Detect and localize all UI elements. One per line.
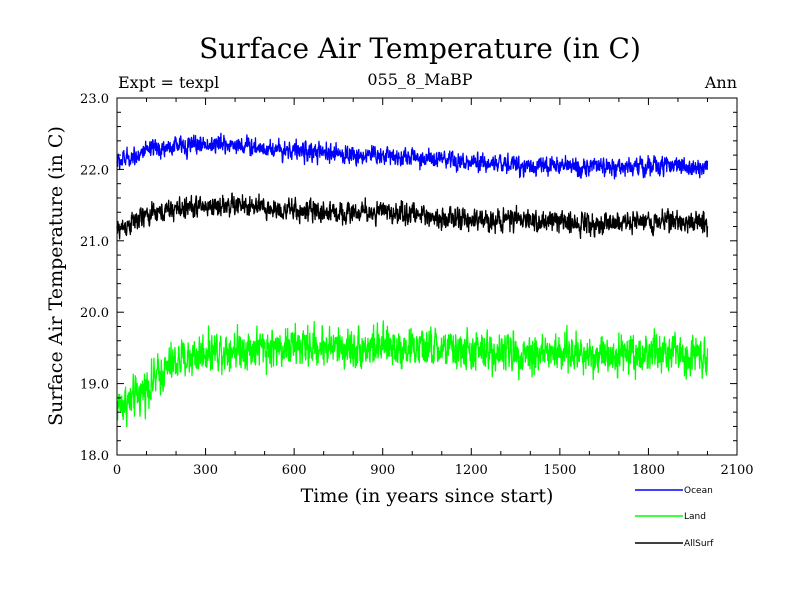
series-line-allsurf (116, 192, 709, 240)
x-tick-label: 900 (370, 463, 395, 478)
series-line-ocean (116, 132, 709, 180)
legend: Ocean Land AllSurf (635, 486, 714, 549)
y-tick-label: 20.0 (80, 306, 109, 321)
x-tick-label: 600 (282, 463, 307, 478)
x-tick-label: 1500 (543, 463, 576, 478)
ticks-layer: 0 300 600 900 1200 1500 1800 2100 18.0 19.0 20.0 21… (80, 92, 754, 478)
chart-subtitle: 055_8_MaBP (367, 70, 472, 89)
y-tick-label: 19.0 (80, 378, 109, 393)
legend-label-land: Land (684, 512, 706, 522)
legend-label-ocean: Ocean (684, 486, 713, 496)
y-tick-label: 18.0 (80, 449, 109, 464)
y-axis-label: Surface Air Temperature (in C) (45, 126, 67, 426)
x-tick-label: 1800 (632, 463, 665, 478)
series-line-land (116, 320, 709, 428)
period-label: Ann (704, 73, 737, 92)
chart-title: Surface Air Temperature (in C) (199, 32, 641, 65)
x-axis-label: Time (in years since start) (301, 485, 554, 507)
experiment-label: Expt = texpl (118, 73, 219, 92)
y-tick-label: 21.0 (80, 235, 109, 250)
x-tick-label: 300 (193, 463, 218, 478)
x-tick-label: 0 (113, 463, 121, 478)
x-tick-label: 1200 (455, 463, 488, 478)
plot-frame (116, 97, 738, 456)
y-tick-label: 23.0 (80, 92, 109, 107)
x-tick-label: 2100 (720, 463, 753, 478)
y-tick-label: 22.0 (80, 163, 109, 178)
series-layer (116, 132, 709, 428)
legend-label-allsurf: AllSurf (684, 539, 714, 549)
